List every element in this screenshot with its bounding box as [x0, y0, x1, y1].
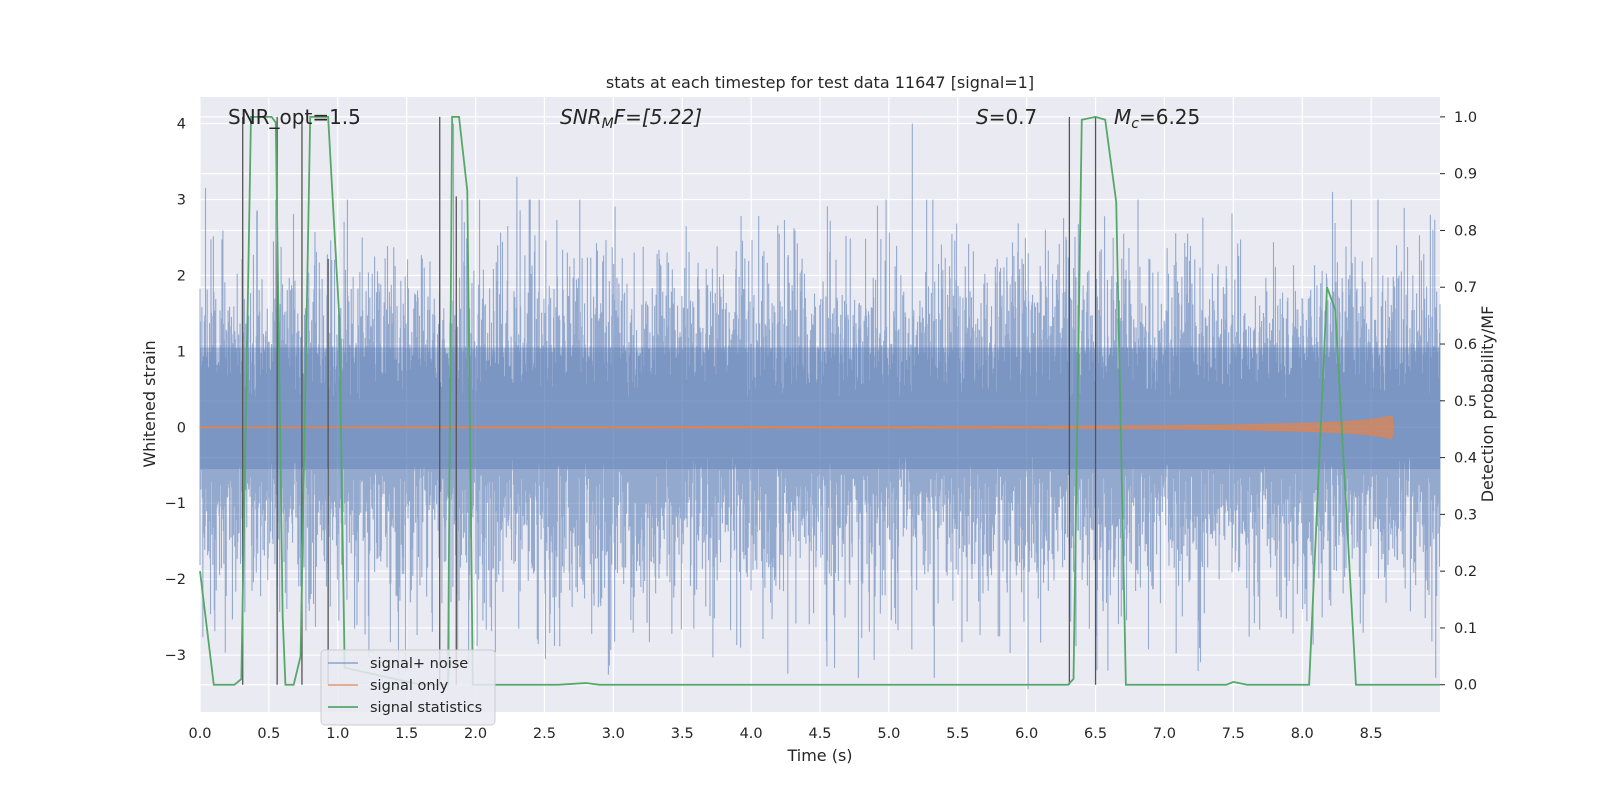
x-tick-label: 1.5 — [395, 726, 418, 742]
noise-core-band — [200, 347, 1440, 470]
annotation-mc-subscript: c — [1131, 116, 1139, 132]
x-tick-label: 0.5 — [257, 726, 280, 742]
annotation-s-value: =0.7 — [989, 105, 1038, 129]
annotation-snr-mf: SNRMF=[5.22] — [560, 105, 702, 132]
right-y-tick-label: 0.1 — [1454, 621, 1477, 637]
right-y-tick-label: 0.2 — [1454, 564, 1477, 580]
x-tick-label: 2.5 — [533, 726, 556, 742]
left-y-tick-label: 4 — [177, 117, 186, 133]
left-y-tick-label: 3 — [177, 193, 186, 209]
x-tick-label: 8.0 — [1291, 726, 1314, 742]
left-y-tick-label: 2 — [177, 268, 186, 284]
signal-only-series — [199, 415, 1394, 440]
signal-statistics-series — [199, 115, 1440, 686]
signal-statistics-trace — [199, 115, 1440, 686]
left-y-tick-label: −1 — [165, 496, 186, 512]
x-tick-label: 0.0 — [188, 726, 211, 742]
annotation-snr-mf-subscript: M — [602, 116, 614, 132]
x-tick-labels: 0.0 0.5 1.0 1.5 2.0 2.5 3.0 3.5 4.0 4.5 5.0 5.5 6.0 6… — [188, 726, 1382, 742]
right-y-axis-label: Detection probability/MF — [1478, 306, 1497, 503]
x-tick-label: 5.0 — [877, 726, 900, 742]
right-y-tick-label: 0.6 — [1454, 337, 1477, 353]
right-y-tick-label: 0.9 — [1454, 167, 1477, 183]
right-y-tick-label: 0.8 — [1454, 223, 1477, 239]
signal-noise-series — [199, 123, 1441, 690]
annotation-mc-value: =6.25 — [1139, 105, 1200, 129]
x-axis-label: Time (s) — [786, 746, 852, 765]
x-tick-label: 6.0 — [1015, 726, 1038, 742]
signal-only-trace — [199, 415, 1394, 440]
chart-title: stats at each timestep for test data 116… — [606, 73, 1034, 92]
annotation-snr-opt: SNR_opt=1.5 — [228, 105, 361, 129]
annotation-s-symbol: S — [976, 105, 989, 129]
x-tick-label: 3.0 — [602, 726, 625, 742]
x-tick-label: 4.0 — [740, 726, 763, 742]
legend: signal+ noise signal only signal statist… — [320, 649, 496, 726]
x-tick-label: 5.5 — [946, 726, 969, 742]
left-y-axis-label: Whitened strain — [140, 340, 159, 467]
legend-label-noise: signal+ noise — [370, 656, 468, 672]
x-tick-label: 8.5 — [1360, 726, 1383, 742]
left-y-tick-label: −3 — [165, 648, 186, 664]
right-y-tick-label: 0.4 — [1454, 451, 1477, 467]
annotation-mc: Mc=6.25 — [1114, 105, 1200, 132]
legend-box — [320, 649, 496, 726]
x-tick-label: 3.5 — [671, 726, 694, 742]
right-y-tick-labels: 0.0 0.1 0.2 0.3 0.4 0.5 0.6 0.7 0.8 0.9 1.0 — [1440, 110, 1477, 694]
left-y-tick-label: 1 — [177, 344, 186, 360]
x-tick-label: 7.5 — [1222, 726, 1245, 742]
annotation-s: S=0.7 — [976, 105, 1037, 129]
x-tick-label: 4.5 — [808, 726, 831, 742]
annotation-mc-symbol: M — [1114, 105, 1131, 129]
x-tick-label: 6.5 — [1084, 726, 1107, 742]
left-y-tick-label: 0 — [177, 420, 186, 436]
x-tick-label: 7.0 — [1153, 726, 1176, 742]
annotation-snr-mf-symbol: SNR — [560, 105, 602, 129]
right-y-tick-label: 0.3 — [1454, 507, 1477, 523]
annotation-snr-mf-rest: F=[5.22] — [614, 105, 702, 129]
right-y-tick-label: 0.7 — [1454, 280, 1477, 296]
right-y-tick-label: 0.5 — [1454, 394, 1477, 410]
right-y-tick-label: 0.0 — [1454, 678, 1477, 694]
left-y-tick-label: −2 — [165, 572, 186, 588]
right-y-tick-label: 1.0 — [1454, 110, 1477, 126]
x-tick-label: 1.0 — [326, 726, 349, 742]
left-y-tick-labels: −3 −2 −1 0 1 2 3 4 — [165, 117, 186, 664]
x-tick-label: 2.0 — [464, 726, 487, 742]
legend-label-stats: signal statistics — [370, 700, 482, 716]
legend-label-signal: signal only — [370, 678, 449, 694]
